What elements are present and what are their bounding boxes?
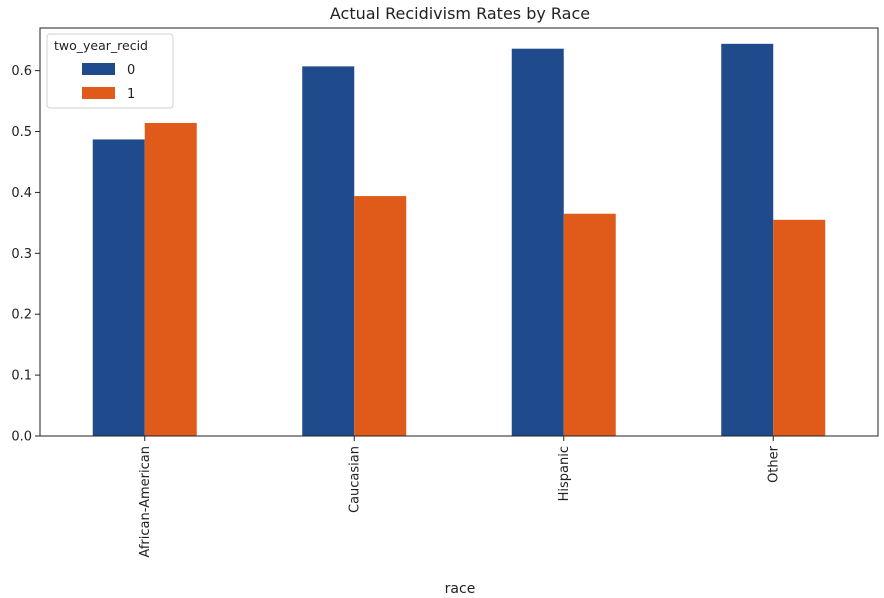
x-tick-label: Hispanic [557,446,572,501]
bar-other-0 [721,43,774,437]
y-tick-label: 0.5 [11,125,32,140]
x-tick-label: Other [766,445,781,483]
bars [92,43,826,437]
x-tick-label: African-American [138,446,153,558]
bar-caucasian-1 [354,196,407,436]
y-tick-label: 0.2 [11,308,32,323]
legend: two_year_recid 0 1 [46,33,174,109]
plot-frame [39,27,879,437]
y-tick-label: 0.6 [11,64,32,79]
legend-title: two_year_recid [54,38,148,53]
legend-label-1: 1 [127,87,135,102]
x-axis-label: race [445,581,476,597]
bar-african-american-1 [144,122,197,437]
x-axis: African-American Caucasian Hispanic Other [138,436,781,558]
y-tick-label: 0.1 [11,369,32,384]
bar-hispanic-0 [511,48,564,437]
legend-label-0: 0 [127,63,135,78]
legend-swatch-0 [82,63,115,75]
y-tick-label: 0.0 [11,430,32,445]
y-axis: 0.0 0.1 0.2 0.3 0.4 0.5 0.6 [11,64,40,445]
x-tick-label: Caucasian [347,446,362,513]
y-tick-label: 0.3 [11,247,32,262]
bar-hispanic-1 [563,213,616,436]
bar-caucasian-0 [302,66,355,436]
bar-african-american-0 [92,139,145,436]
y-tick-label: 0.4 [11,186,32,201]
chart-title: Actual Recidivism Rates by Race [330,4,590,23]
bar-other-1 [773,219,826,436]
legend-swatch-1 [82,87,115,99]
